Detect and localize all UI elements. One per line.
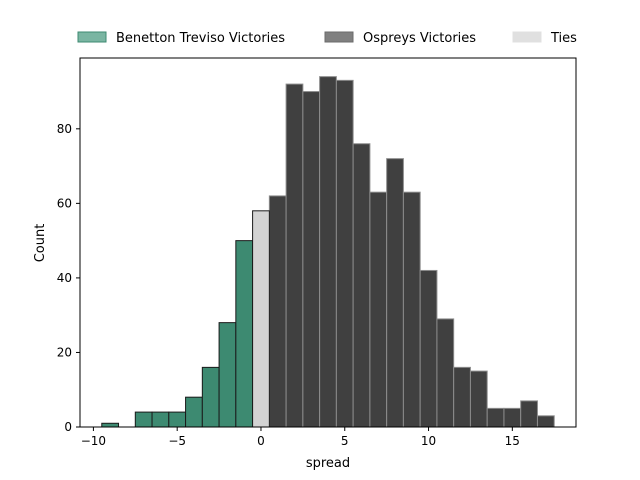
bar-benetton-treviso-victories [201, 366, 220, 428]
bar-ospreys-victories [453, 366, 471, 428]
bar-ospreys-victories [285, 83, 304, 428]
axes: −10 −5 0 5 10 15 0 20 40 60 80 [57, 57, 577, 448]
bar-benetton-treviso-victories [235, 240, 254, 428]
legend-swatch-ties [512, 31, 542, 43]
bar-ospreys-victories [268, 195, 287, 428]
bar-ospreys-victories [469, 370, 488, 428]
y-tick-label: 40 [57, 271, 72, 285]
bar-ospreys-victories [486, 407, 505, 428]
legend-label-ospreys-victories: Ospreys Victories [363, 31, 476, 46]
bar-benetton-treviso-victories [218, 322, 237, 428]
bar-ospreys-victories [319, 76, 337, 428]
y-tick-label: 80 [57, 122, 72, 136]
bar-ospreys-victories [302, 91, 321, 428]
x-tick-label: −5 [168, 434, 186, 448]
y-tick-label: 0 [64, 420, 72, 434]
bar-ospreys-victories [419, 269, 438, 428]
bar-ospreys-victories [436, 318, 455, 428]
bar-benetton-treviso-victories [151, 411, 170, 428]
bar-benetton-treviso-victories [168, 411, 187, 428]
bar-benetton-treviso-victories [134, 411, 153, 428]
legend-swatch-benetton-treviso-victories [77, 31, 107, 43]
bar-ospreys-victories [402, 191, 421, 428]
bar-benetton-treviso-victories [185, 396, 203, 428]
bar-benetton-treviso-victories [101, 422, 120, 428]
bar-ospreys-victories [520, 400, 538, 428]
x-axis-label: spread [306, 456, 350, 471]
y-tick-label: 20 [57, 345, 72, 359]
legend-label-benetton-treviso-victories: Benetton Treviso Victories [116, 31, 285, 46]
x-tick-label: −10 [81, 434, 106, 448]
legend: Benetton Treviso Victories Ospreys Victor… [77, 31, 577, 46]
legend-label-ties: Ties [550, 31, 577, 46]
bars [101, 76, 555, 428]
x-tick-label: 0 [257, 434, 265, 448]
y-tick-label: 60 [57, 196, 72, 210]
x-tick-label: 5 [341, 434, 349, 448]
bar-ospreys-victories [335, 79, 354, 428]
bar-ties [252, 210, 270, 428]
legend-swatch-ospreys-victories [324, 31, 354, 43]
x-tick-label: 15 [505, 434, 520, 448]
bar-ospreys-victories [536, 415, 555, 428]
plot-frame [79, 57, 577, 428]
bar-ospreys-victories [386, 158, 404, 428]
y-axis-label: Count [33, 224, 48, 263]
bar-ospreys-victories [352, 143, 371, 428]
bar-ospreys-victories [503, 407, 522, 428]
bar-ospreys-victories [369, 191, 388, 428]
x-tick-label: 10 [421, 434, 436, 448]
